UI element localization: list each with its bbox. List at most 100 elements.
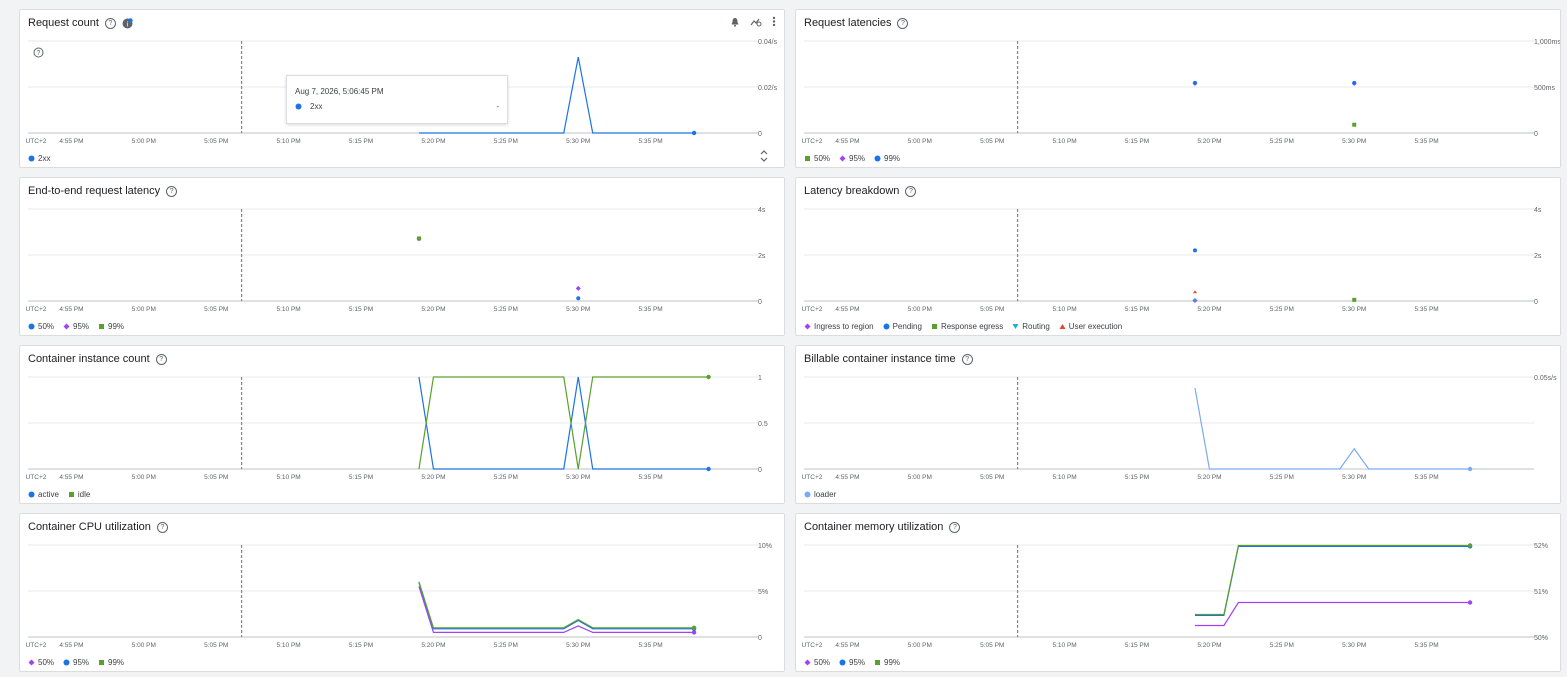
x-tick-label: 5:05 PM bbox=[980, 642, 1004, 649]
legend-item[interactable]: 50% bbox=[804, 658, 830, 667]
y-tick-label: 0.5 bbox=[758, 421, 768, 428]
help-icon[interactable]: ? bbox=[949, 521, 961, 533]
chart-area[interactable]: 0.05s/s UTC+2 4:55 PM 5:00 PM 5:05 PM 5:10 PM… bbox=[796, 374, 1560, 492]
chart-area[interactable]: 4s 2s 0 UTC+2 4:55 PM 5:00 PM 5:05 PM 5:10 PM 5:… bbox=[796, 206, 1560, 324]
chart-area[interactable]: 1 0.5 0 UTC+2 4:55 PM 5:00 PM 5:05 PM 5:10 PM 5:… bbox=[20, 374, 784, 492]
x-tick-label: 5:30 PM bbox=[1342, 474, 1366, 481]
x-tick-label: 4:55 PM bbox=[835, 474, 859, 481]
legend: active idle bbox=[28, 490, 90, 499]
x-tick-label: 5:00 PM bbox=[132, 474, 156, 481]
legend-item[interactable]: 99% bbox=[98, 322, 124, 331]
series-line bbox=[418, 56, 695, 134]
help-circle-icon[interactable]: ? bbox=[33, 47, 44, 58]
legend-marker-icon bbox=[839, 659, 846, 666]
legend-item[interactable]: loader bbox=[804, 490, 836, 499]
legend-item[interactable]: Ingress to region bbox=[804, 322, 874, 331]
legend-marker-icon bbox=[1012, 324, 1019, 329]
series-end-point bbox=[691, 130, 697, 136]
legend-marker-icon bbox=[839, 155, 846, 162]
x-tick-label: 5:00 PM bbox=[908, 474, 932, 481]
legend-label: 50% bbox=[814, 658, 831, 667]
billable-time-panel: Billable container instance time ? 0.05s… bbox=[795, 345, 1561, 504]
chart-area[interactable]: 1,000ms 500ms 0 UTC+2 4:55 PM 5:00 PM 5:05 PM 5… bbox=[796, 38, 1560, 156]
chart-area[interactable]: 10% 5% 0 UTC+2 4:55 PM 5:00 PM 5:05 PM 5:10 PM 5… bbox=[20, 542, 784, 660]
help-icon[interactable]: ? bbox=[166, 185, 178, 197]
series-end-point bbox=[1467, 600, 1473, 605]
series-end-point bbox=[691, 630, 697, 635]
legend-marker-icon bbox=[28, 155, 35, 162]
legend-item[interactable]: Response egress bbox=[931, 322, 1003, 331]
legend-item[interactable]: 95% bbox=[839, 658, 865, 667]
tooltip-series: 2xx bbox=[310, 102, 323, 111]
chart-area[interactable]: 4s 2s 0 UTC+2 4:55 PM 5:00 PM 5:05 PM 5:10 PM 5:… bbox=[20, 206, 784, 324]
x-tick-label: 5:05 PM bbox=[204, 642, 228, 649]
legend: 50% 95% 99% bbox=[804, 154, 900, 163]
legend-item[interactable]: active bbox=[28, 490, 59, 499]
x-tick-label: UTC+2 bbox=[802, 474, 823, 481]
legend-item[interactable]: 99% bbox=[98, 658, 124, 667]
x-tick-label: 5:35 PM bbox=[1415, 642, 1439, 649]
legend-item[interactable]: 95% bbox=[63, 322, 89, 331]
legend-marker-icon bbox=[883, 323, 890, 330]
help-icon[interactable]: ? bbox=[905, 185, 917, 197]
series-marker-icon bbox=[295, 103, 302, 110]
legend-label: 50% bbox=[814, 154, 831, 163]
panel-title: Request latencies bbox=[804, 17, 892, 29]
legend-item[interactable]: 95% bbox=[839, 154, 865, 163]
legend-item[interactable]: 99% bbox=[874, 658, 900, 667]
legend-item[interactable]: User execution bbox=[1059, 322, 1122, 331]
expand-collapse-icon[interactable] bbox=[760, 150, 768, 162]
x-tick-label: 5:00 PM bbox=[132, 642, 156, 649]
x-tick-label: 5:10 PM bbox=[277, 306, 301, 313]
legend-item[interactable]: 2xx bbox=[28, 154, 50, 163]
legend-label: 95% bbox=[849, 154, 866, 163]
legend-label: 99% bbox=[108, 322, 125, 331]
data-point bbox=[576, 296, 581, 301]
explore-chart-icon[interactable] bbox=[750, 17, 762, 27]
help-icon[interactable]: ? bbox=[961, 353, 973, 365]
legend-item[interactable]: 50% bbox=[28, 322, 54, 331]
alert-bell-icon[interactable] bbox=[730, 17, 740, 27]
x-tick-label: 4:55 PM bbox=[835, 306, 859, 313]
legend-item[interactable]: Routing bbox=[1012, 322, 1050, 331]
legend-item[interactable]: 99% bbox=[874, 154, 900, 163]
legend-label: Routing bbox=[1022, 322, 1050, 331]
x-tick-label: 5:35 PM bbox=[639, 474, 663, 481]
info-badge-icon[interactable]: i bbox=[122, 17, 133, 29]
legend-label: 50% bbox=[38, 658, 55, 667]
y-tick-label: 0 bbox=[1534, 299, 1538, 306]
help-icon[interactable]: ? bbox=[155, 353, 167, 365]
legend-marker-icon bbox=[805, 156, 810, 161]
legend-label: 95% bbox=[849, 658, 866, 667]
series-line bbox=[1194, 544, 1471, 616]
legend-marker-icon bbox=[804, 491, 811, 498]
x-tick-label: 5:10 PM bbox=[1053, 138, 1077, 145]
panel-title: End-to-end request latency bbox=[28, 185, 161, 197]
help-icon[interactable]: ? bbox=[897, 17, 909, 29]
x-tick-label: 5:20 PM bbox=[1197, 642, 1221, 649]
chart-area[interactable]: 52% 51% 50% UTC+2 4:55 PM 5:00 PM 5:05 PM 5:10 … bbox=[796, 542, 1560, 660]
x-tick-label: 5:05 PM bbox=[980, 138, 1004, 145]
x-tick-label: 4:55 PM bbox=[59, 138, 83, 145]
legend-item[interactable]: 50% bbox=[28, 658, 54, 667]
legend-item[interactable]: idle bbox=[68, 490, 90, 499]
more-vert-icon[interactable] bbox=[772, 16, 776, 27]
legend-label: Ingress to region bbox=[814, 322, 874, 331]
y-tick-label: 2s bbox=[758, 253, 766, 260]
y-tick-label: 50% bbox=[1534, 635, 1548, 642]
help-icon[interactable]: ? bbox=[156, 521, 168, 533]
x-tick-label: 5:00 PM bbox=[908, 306, 932, 313]
chart-area[interactable]: 0.04/s 0.02/s 0 UTC+2 4:55 PM 5:00 PM 5:05 PM 5… bbox=[20, 38, 784, 156]
data-point bbox=[1192, 80, 1197, 85]
legend-item[interactable]: 95% bbox=[63, 658, 89, 667]
hover-tooltip: Aug 7, 2026, 5:06:45 PM 2xx - bbox=[286, 75, 508, 124]
series-end-point bbox=[1467, 543, 1473, 548]
legend-label: loader bbox=[814, 490, 837, 499]
legend-item[interactable]: Pending bbox=[883, 322, 922, 331]
x-tick-label: 5:05 PM bbox=[204, 306, 228, 313]
y-tick-label: 0.05s/s bbox=[1534, 375, 1557, 382]
x-tick-label: 5:35 PM bbox=[639, 642, 663, 649]
legend-item[interactable]: 50% bbox=[804, 154, 830, 163]
help-icon[interactable]: ? bbox=[104, 17, 116, 29]
x-tick-label: 4:55 PM bbox=[835, 642, 859, 649]
